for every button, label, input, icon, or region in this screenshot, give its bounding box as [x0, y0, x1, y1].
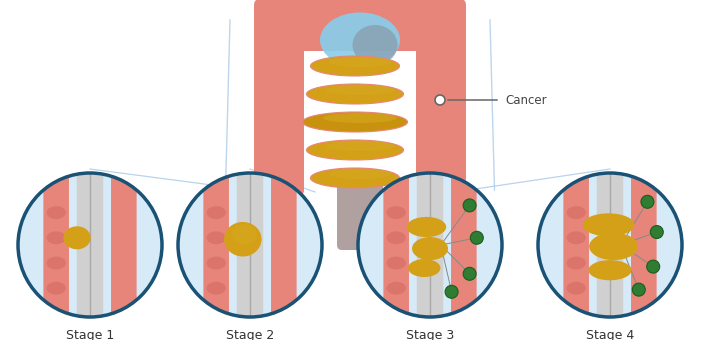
Ellipse shape	[407, 217, 446, 237]
Ellipse shape	[567, 206, 586, 219]
Ellipse shape	[329, 169, 391, 179]
FancyBboxPatch shape	[111, 164, 137, 326]
FancyBboxPatch shape	[254, 0, 466, 51]
Ellipse shape	[387, 206, 406, 219]
Ellipse shape	[47, 206, 66, 219]
Ellipse shape	[302, 112, 408, 132]
FancyBboxPatch shape	[271, 164, 297, 326]
Ellipse shape	[567, 231, 586, 244]
Circle shape	[650, 225, 663, 239]
FancyBboxPatch shape	[203, 164, 229, 326]
Circle shape	[178, 173, 322, 317]
Ellipse shape	[207, 231, 226, 244]
Ellipse shape	[47, 231, 66, 244]
Circle shape	[18, 173, 162, 317]
Circle shape	[647, 260, 660, 273]
FancyBboxPatch shape	[631, 164, 657, 326]
Circle shape	[470, 231, 483, 244]
Circle shape	[358, 173, 502, 317]
Ellipse shape	[567, 282, 586, 295]
FancyBboxPatch shape	[43, 164, 69, 326]
Ellipse shape	[326, 85, 394, 95]
Ellipse shape	[588, 260, 631, 280]
Ellipse shape	[207, 282, 226, 295]
FancyBboxPatch shape	[563, 164, 589, 326]
Ellipse shape	[207, 256, 226, 270]
Ellipse shape	[307, 140, 403, 160]
Ellipse shape	[47, 256, 66, 270]
FancyBboxPatch shape	[337, 178, 383, 250]
Ellipse shape	[307, 84, 403, 104]
FancyBboxPatch shape	[416, 29, 466, 196]
FancyBboxPatch shape	[77, 165, 103, 325]
Ellipse shape	[582, 213, 634, 236]
FancyBboxPatch shape	[383, 164, 409, 326]
Ellipse shape	[353, 25, 397, 65]
Ellipse shape	[310, 56, 400, 76]
Circle shape	[463, 199, 476, 212]
Circle shape	[538, 173, 682, 317]
Ellipse shape	[326, 141, 394, 151]
Text: Stage 1: Stage 1	[66, 329, 114, 340]
Circle shape	[632, 283, 645, 296]
Ellipse shape	[387, 256, 406, 270]
Ellipse shape	[567, 256, 586, 270]
Ellipse shape	[412, 237, 448, 260]
Text: Cancer: Cancer	[505, 94, 546, 106]
Circle shape	[463, 267, 476, 280]
Ellipse shape	[224, 222, 261, 256]
Circle shape	[445, 285, 458, 298]
Ellipse shape	[329, 57, 391, 67]
Circle shape	[641, 195, 654, 208]
Ellipse shape	[387, 231, 406, 244]
FancyBboxPatch shape	[254, 29, 304, 196]
Ellipse shape	[323, 113, 397, 123]
Ellipse shape	[387, 282, 406, 295]
Ellipse shape	[589, 233, 638, 260]
Ellipse shape	[63, 226, 91, 249]
Ellipse shape	[320, 13, 400, 68]
Text: Stage 3: Stage 3	[406, 329, 454, 340]
FancyBboxPatch shape	[451, 164, 477, 326]
Ellipse shape	[310, 168, 400, 188]
FancyBboxPatch shape	[237, 165, 264, 325]
Circle shape	[435, 95, 445, 105]
Text: Stage 4: Stage 4	[586, 329, 634, 340]
Ellipse shape	[47, 282, 66, 295]
Text: Stage 2: Stage 2	[226, 329, 274, 340]
Ellipse shape	[408, 259, 441, 277]
Ellipse shape	[207, 206, 226, 219]
Ellipse shape	[232, 224, 257, 244]
FancyBboxPatch shape	[417, 165, 444, 325]
FancyBboxPatch shape	[597, 165, 624, 325]
